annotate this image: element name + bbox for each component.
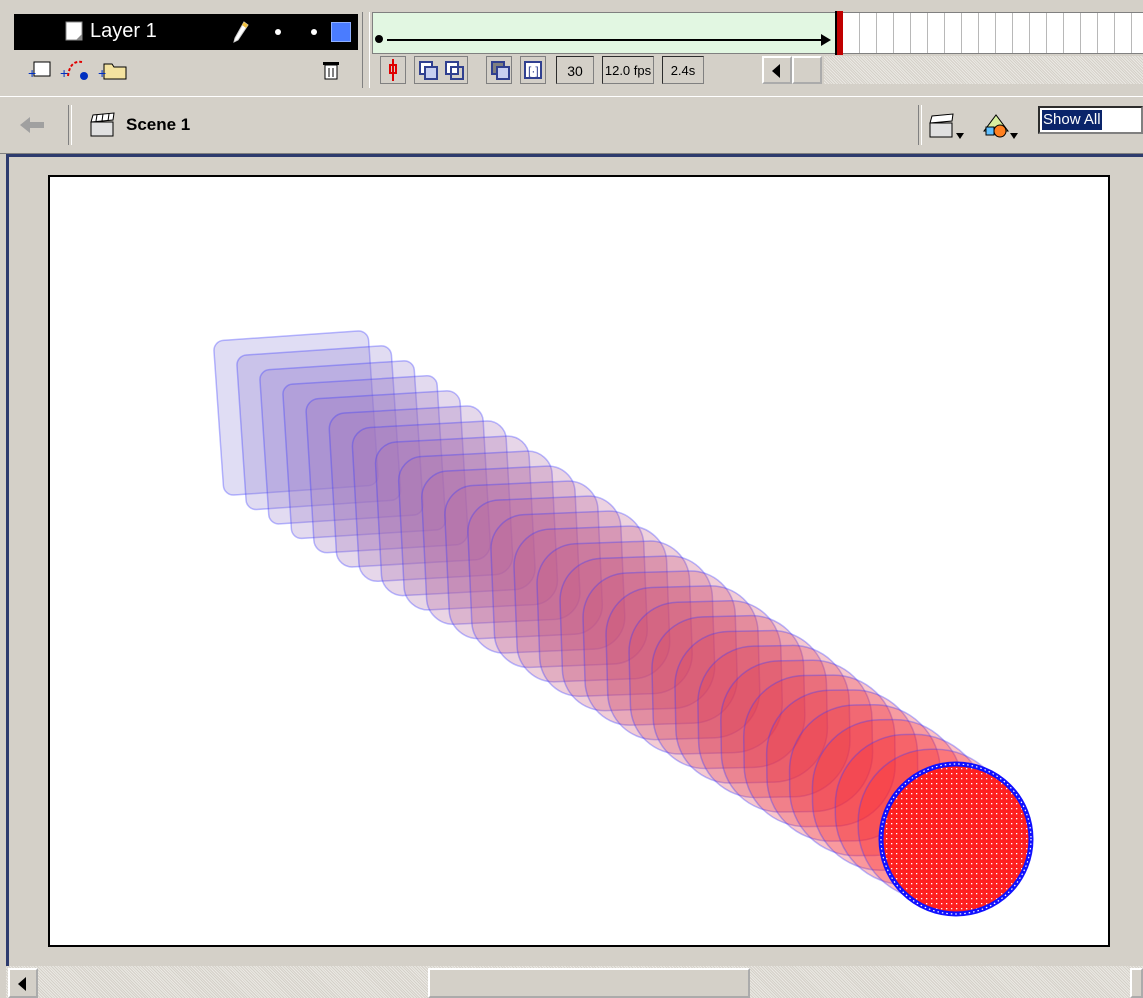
back-arrow-icon[interactable] (18, 115, 46, 135)
onion-skin-frame (605, 585, 761, 741)
onion-skin-frame (351, 420, 514, 583)
selection-outline (880, 763, 1032, 915)
scroll-right-button[interactable] (1130, 968, 1143, 998)
scroll-left-arrow-icon (772, 64, 780, 78)
edit-bar-separator-right (918, 105, 922, 145)
timeline-scroll-left-button[interactable] (762, 56, 792, 84)
onion-skin-frame (513, 525, 671, 683)
layer-row[interactable]: Layer 1 (14, 14, 358, 50)
insert-motion-guide-icon[interactable]: + (60, 56, 92, 82)
onion-skin-outlines-overlay (450, 66, 464, 80)
onion-skin-frame (742, 674, 896, 828)
svg-text:+: + (28, 65, 36, 81)
onion-skin-frame (765, 689, 919, 842)
frame-toolbar: [·] 30 12.0 fps 2.4s (372, 54, 1143, 88)
onion-skin-frame (651, 614, 806, 770)
elapsed-time-display: 2.4s (662, 56, 704, 84)
stage[interactable] (48, 175, 1110, 947)
onion-skin-frame (559, 555, 716, 712)
svg-text:+: + (98, 65, 106, 81)
clapperboard-icon (90, 112, 115, 137)
onion-skin-icon-overlay (424, 66, 438, 80)
scroll-thumb[interactable] (428, 968, 750, 998)
onion-skin-frame (536, 540, 693, 697)
onion-skin-frame (582, 570, 738, 726)
frames-area[interactable] (372, 11, 1143, 55)
edit-scene-icon[interactable] (926, 111, 966, 141)
edit-multiple-frames-button[interactable] (486, 56, 512, 84)
timeline-panel: Layer 1 + + + (0, 0, 1143, 92)
frame-rate-display[interactable]: 12.0 fps (602, 56, 654, 84)
onion-skin-frame (674, 629, 829, 784)
edit-symbol-icon[interactable] (980, 111, 1020, 141)
onion-skin-buttons[interactable] (414, 56, 468, 84)
motion-tween-span[interactable] (373, 13, 835, 53)
tween-arrow-line (387, 39, 827, 41)
layer-name: Layer 1 (90, 20, 157, 42)
center-frame-icon (389, 59, 397, 81)
insert-layer-icon[interactable]: + (26, 58, 54, 82)
timeline-scroll-thumb[interactable] (792, 56, 822, 84)
onion-skin-frame (213, 330, 379, 496)
layer-icon (65, 21, 83, 41)
onion-skin-frame (328, 405, 492, 568)
edit-bar: Scene 1 (0, 96, 1143, 154)
empty-frames[interactable] (843, 13, 1143, 53)
onion-skin-outlines-icon[interactable] (445, 61, 459, 75)
outline-color-box[interactable] (331, 22, 351, 42)
tween-arrowhead (821, 34, 831, 46)
timeline-scroll-track[interactable] (824, 56, 1143, 84)
stage-canvas[interactable] (50, 177, 1108, 945)
scroll-left-icon (18, 977, 26, 991)
timeline-divider[interactable] (362, 12, 370, 88)
edit-multiple-frames-icon-overlay (496, 66, 510, 80)
center-frame-button[interactable] (380, 56, 406, 84)
onion-skin-frame (305, 390, 469, 554)
onion-skin-frame (628, 600, 784, 755)
zoom-value: Show All (1042, 110, 1102, 130)
svg-text:[·]: [·] (528, 64, 539, 78)
scroll-left-button[interactable] (8, 968, 38, 998)
scene-label: Scene 1 (126, 115, 191, 134)
onion-skin-frame (259, 360, 424, 525)
onion-skin-frame (421, 465, 581, 626)
show-hide-dot[interactable] (275, 29, 281, 35)
tween-end-circle[interactable] (878, 761, 1034, 917)
delete-layer-icon[interactable] (320, 58, 342, 82)
onion-skin-frame (490, 510, 648, 669)
onion-skin-frame (374, 435, 536, 597)
pencil-icon (233, 21, 249, 43)
onion-skin-frame (282, 375, 447, 540)
zoom-select[interactable]: Show All (1038, 106, 1143, 134)
onion-skin-frame (697, 644, 851, 799)
playhead[interactable] (835, 11, 843, 55)
layer-tools: + + + (14, 54, 358, 86)
current-frame-display: 30 (556, 56, 594, 84)
edit-bar-separator (68, 105, 72, 145)
onion-markers-icon: [·] (524, 61, 542, 79)
onion-skin-frame (397, 450, 559, 611)
svg-text:+: + (60, 65, 68, 81)
start-keyframe[interactable] (375, 35, 383, 43)
insert-layer-folder-icon[interactable]: + (98, 58, 128, 82)
modify-onion-markers-button[interactable]: [·] (520, 56, 546, 84)
onion-skin-frame (467, 495, 626, 654)
onion-skin-frame (444, 480, 604, 640)
onion-skin-frame (720, 659, 874, 813)
lock-dot[interactable] (311, 29, 317, 35)
onion-skin-frame (236, 345, 402, 511)
